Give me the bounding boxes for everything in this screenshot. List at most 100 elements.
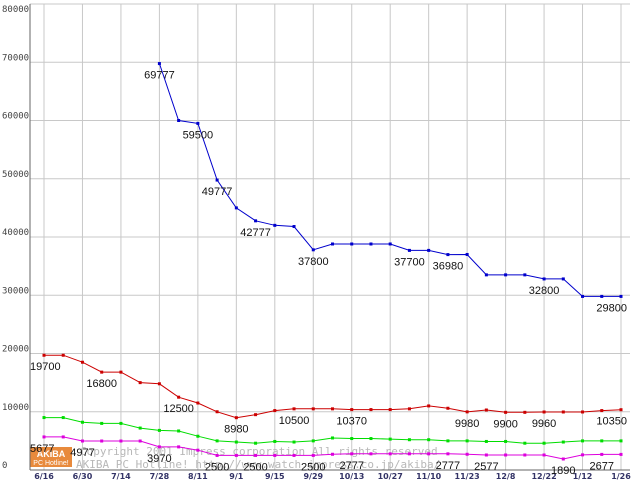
data-point [504, 453, 508, 457]
data-point [119, 421, 123, 425]
data-point [292, 453, 296, 457]
y-tick-label: 10000 [2, 403, 29, 413]
data-point [273, 439, 277, 443]
data-label: 59500 [183, 129, 214, 141]
data-label: 2500 [205, 461, 229, 473]
x-tick-label: 1/12 [573, 472, 593, 480]
data-point [234, 440, 238, 444]
x-tick-label: 7/14 [111, 472, 131, 480]
data-point [600, 294, 604, 298]
data-label: 2777 [339, 460, 363, 472]
data-point [523, 273, 527, 277]
data-point [42, 435, 46, 439]
data-label: 42777 [240, 227, 271, 239]
y-tick-label: 0 [2, 461, 7, 471]
data-point [465, 439, 469, 443]
data-point [61, 353, 65, 357]
data-point [369, 452, 373, 456]
data-point [350, 242, 354, 246]
y-tick-label: 60000 [2, 112, 29, 122]
data-labels: 69777 59500 49777 42777 37800 37700 36980 32800… [30, 70, 627, 477]
data-point [504, 439, 508, 443]
data-point [350, 452, 354, 456]
data-point [542, 410, 546, 414]
data-point [407, 248, 411, 252]
data-label: 10500 [279, 415, 310, 427]
data-point [157, 428, 161, 432]
data-point [80, 439, 84, 443]
data-point [484, 453, 488, 457]
data-point [427, 452, 431, 456]
data-point [484, 273, 488, 277]
data-point [542, 453, 546, 457]
x-tick-label: 10/13 [339, 472, 364, 480]
x-tick-label: 12/22 [531, 472, 556, 480]
data-point [100, 370, 104, 374]
data-point [388, 408, 392, 412]
data-point [311, 407, 315, 411]
data-point [61, 416, 65, 420]
data-point [446, 406, 450, 410]
data-point [427, 248, 431, 252]
y-tick-label: 50000 [2, 170, 29, 180]
y-tick-label: 70000 [2, 53, 29, 63]
data-label: 4977 [70, 447, 94, 459]
watermark: AKIBA PC Hotline! Copyright 2001 Impress… [30, 445, 440, 471]
x-tick-label: 8/11 [188, 472, 208, 480]
data-label: 9900 [493, 418, 517, 430]
data-point [292, 225, 296, 229]
data-point [215, 439, 219, 443]
data-point [446, 253, 450, 257]
data-point [177, 429, 181, 433]
data-point [407, 452, 411, 456]
data-label: 49777 [202, 186, 233, 198]
data-label: 8980 [224, 424, 248, 436]
data-label: 2577 [474, 461, 498, 473]
data-point [427, 404, 431, 408]
data-label: 9980 [455, 418, 479, 430]
axes: 6/16 6/30 7/14 7/28 8/11 9/1 9/15 9/29 10/13 10/2… [2, 4, 631, 480]
x-tick-label: 10/27 [378, 472, 403, 480]
x-tick-label: 6/30 [73, 472, 93, 480]
data-point [581, 294, 585, 298]
data-point [561, 440, 565, 444]
data-point [119, 439, 123, 443]
data-point [331, 452, 334, 456]
data-point [215, 453, 219, 457]
data-point [254, 413, 258, 417]
data-point [600, 439, 604, 443]
data-point [331, 242, 334, 246]
data-point [350, 437, 354, 441]
data-point [619, 408, 623, 412]
data-point [427, 438, 431, 442]
data-point [254, 219, 258, 223]
data-point [484, 408, 488, 412]
data-point [292, 407, 296, 411]
data-point [196, 121, 200, 125]
data-point [619, 439, 623, 443]
x-tick-label: 9/29 [303, 472, 323, 480]
data-point [311, 439, 315, 443]
data-label: 2777 [436, 460, 460, 472]
data-point [177, 119, 181, 122]
data-label: 29800 [596, 302, 627, 314]
data-point [273, 223, 277, 227]
url-watermark: AKIBA PC Hotline! http://www.watch.impre… [76, 458, 440, 471]
data-point [542, 277, 546, 281]
x-tick-label: 11/23 [455, 472, 480, 480]
x-tick-label: 1/26 [611, 472, 631, 480]
data-point [388, 242, 392, 246]
data-point [331, 407, 334, 411]
data-point [234, 453, 238, 457]
data-label: 2677 [590, 460, 614, 472]
y-tick-label: 80000 [2, 5, 29, 15]
data-point [407, 438, 411, 442]
data-point [446, 452, 450, 456]
data-label: 37700 [394, 256, 425, 268]
x-tick-label: 12/8 [496, 472, 516, 480]
data-point [600, 409, 604, 413]
data-label: 1890 [551, 465, 575, 477]
data-point [523, 441, 527, 445]
data-point [619, 452, 623, 456]
